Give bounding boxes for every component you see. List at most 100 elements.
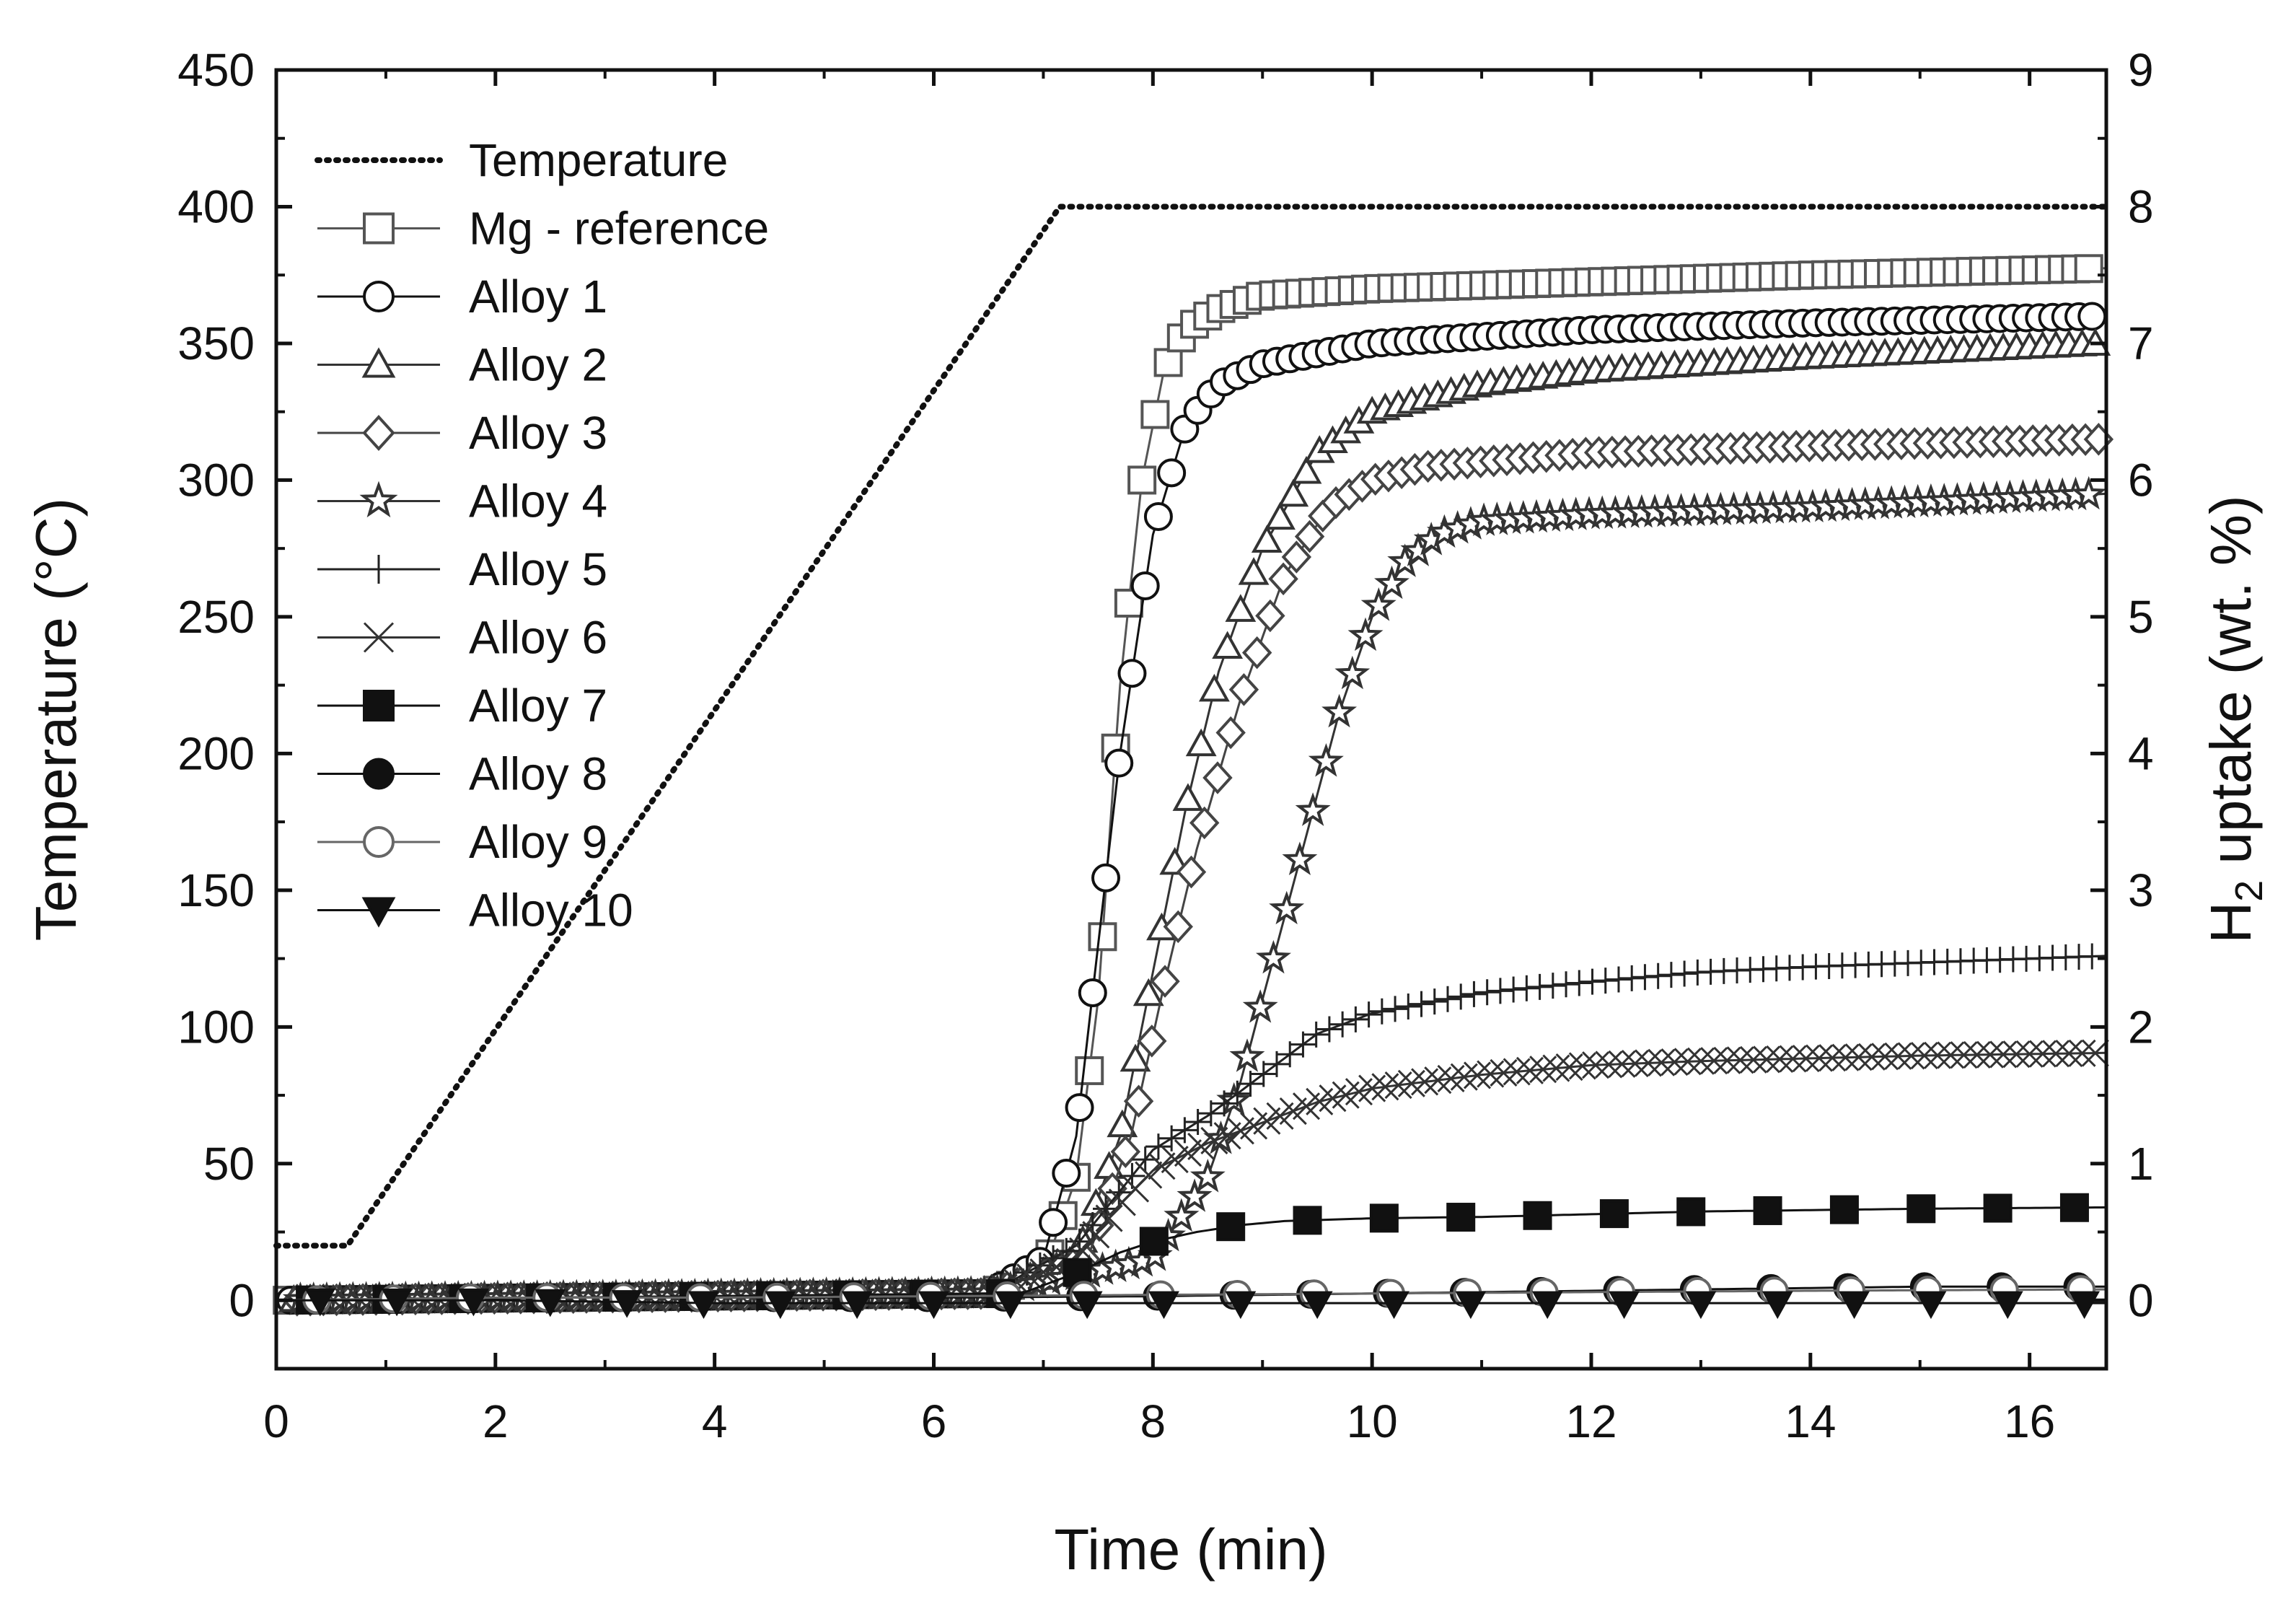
series-alloy-10 (276, 1288, 2106, 1320)
data-point (1250, 1061, 1277, 1087)
data-point (2069, 1291, 2101, 1320)
data-point (1619, 965, 1645, 991)
data-point (1673, 1048, 1702, 1076)
data-point (1923, 1041, 1952, 1069)
y2-tick-label: 7 (2128, 317, 2154, 369)
data-point (1176, 1178, 1213, 1212)
data-point (1661, 1048, 1689, 1076)
data-point (1455, 1291, 1487, 1320)
data-point (2074, 254, 2103, 284)
y2-tick-label: 3 (2128, 864, 2154, 916)
legend-marker (363, 212, 395, 245)
data-point (1225, 594, 1257, 622)
data-point (1474, 979, 1500, 1006)
x-tick-label: 2 (483, 1395, 509, 1447)
data-point (1153, 348, 1183, 377)
axes: 0 2 4 6 8 10 12 14 16050100150200250300350400450… (177, 44, 2153, 1447)
data-point (1164, 1198, 1200, 1232)
data-point (1123, 1084, 1154, 1118)
y-tick-label: 300 (177, 454, 255, 506)
data-point (1424, 1066, 1452, 1095)
series-line (276, 1299, 2106, 1304)
x-tick-label: 6 (921, 1395, 947, 1447)
data-point (1463, 1061, 1492, 1089)
data-point (1158, 1125, 1185, 1152)
y2-tick-label: 5 (2128, 591, 2154, 643)
data-point (1238, 557, 1270, 585)
data-point (1106, 1179, 1132, 1206)
data-point (1857, 1043, 1886, 1071)
data-point (1368, 998, 1395, 1025)
data-point (1256, 939, 1291, 974)
data-point (2068, 1039, 2096, 1067)
data-point (1632, 964, 1658, 991)
data-point (1185, 728, 1217, 757)
x-tick-label: 4 (702, 1395, 728, 1447)
data-point (1148, 1291, 1179, 1320)
data-point (1264, 501, 1296, 530)
data-point (1513, 975, 1540, 1001)
data-point (1052, 1159, 1081, 1188)
data-point (1212, 631, 1244, 659)
legend-marker (364, 555, 393, 584)
data-point (1071, 1291, 1103, 1320)
data-point (2071, 475, 2107, 510)
data-point (1145, 1133, 1171, 1160)
y2-tick-label: 2 (2128, 1001, 2154, 1053)
data-point (1477, 1060, 1505, 1088)
data-point (1211, 1090, 1238, 1117)
data-point (1713, 1046, 1741, 1074)
data-point (1648, 1048, 1676, 1076)
data-point (1753, 1196, 1782, 1225)
data-point (1321, 693, 1358, 728)
data-point (1237, 1071, 1264, 1097)
legend-marker (359, 481, 398, 518)
data-point (1937, 1041, 1965, 1069)
data-point (1568, 1052, 1596, 1080)
legend-marker (363, 758, 395, 790)
data-point (1295, 792, 1331, 826)
data-point (1358, 1074, 1386, 1102)
data-point (1621, 1050, 1649, 1078)
data-point (1526, 973, 1553, 1000)
data-point (1242, 989, 1278, 1023)
y2-axis-title-prefix: H (2199, 902, 2263, 944)
series-line (276, 1288, 2106, 1302)
data-point (1500, 976, 1527, 1003)
data-point (1395, 993, 1422, 1019)
data-point (1229, 1038, 1265, 1072)
data-point (1281, 540, 1312, 574)
y-tick-label: 450 (177, 44, 255, 96)
y-tick-label: 150 (177, 864, 255, 916)
data-point (1871, 1043, 1899, 1071)
y-tick-label: 100 (177, 1001, 255, 1053)
legend-marker (361, 897, 396, 928)
data-point (1792, 1044, 1820, 1073)
data-point (1531, 1291, 1563, 1320)
data-point (2055, 1040, 2083, 1068)
data-point (1216, 1212, 1246, 1242)
data-point (1197, 1100, 1224, 1127)
x-tick-label: 14 (1785, 1395, 1836, 1447)
data-point (1434, 986, 1461, 1012)
y2-axis-title: H2 uptake (wt. %) (2199, 495, 2271, 943)
data-point (1983, 1193, 2013, 1223)
y2-tick-label: 0 (2128, 1274, 2154, 1326)
plot-frame (274, 68, 2108, 1371)
data-point (1137, 1025, 1167, 1058)
data-point (1634, 1049, 1663, 1077)
data-point (611, 1290, 643, 1318)
data-point (1579, 968, 1606, 995)
data-point (1676, 1197, 1706, 1227)
legend-marker (363, 690, 395, 722)
legend-marker (363, 622, 395, 653)
data-point (458, 1288, 489, 1317)
data-point (1334, 655, 1371, 690)
data-point (1963, 1040, 1991, 1069)
data-point (1104, 748, 1134, 778)
data-point (1685, 1291, 1717, 1320)
data-point (1143, 501, 1173, 531)
data-point (1184, 1109, 1211, 1135)
data-point (1199, 673, 1230, 702)
data-point (1120, 1043, 1151, 1072)
